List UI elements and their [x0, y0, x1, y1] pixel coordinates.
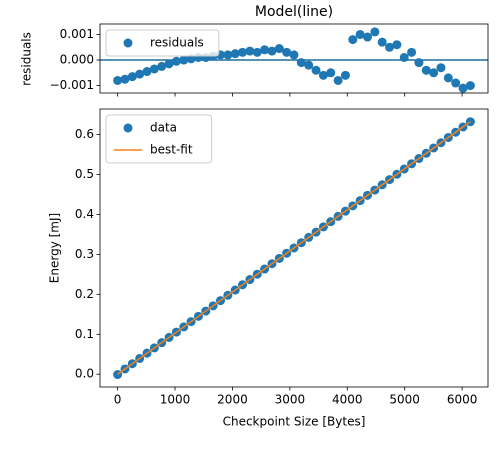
x-tick-label: 1000 — [160, 393, 191, 407]
point — [230, 49, 240, 59]
x-tick-label: 0 — [114, 393, 122, 407]
point — [164, 59, 174, 69]
y-tick-label: 0.1 — [75, 327, 94, 341]
point — [355, 29, 365, 39]
point — [311, 65, 321, 75]
x-tick-label: 4000 — [332, 393, 363, 407]
y-tick-label: 0.6 — [75, 127, 94, 141]
axes-frame — [99, 108, 489, 388]
legend-swatch — [123, 38, 133, 48]
legend-label: best-fit — [150, 143, 193, 157]
y-axis-label: residuals — [20, 32, 34, 86]
point — [260, 45, 270, 55]
point — [186, 54, 196, 64]
point — [362, 32, 372, 42]
x-axis-label: Checkpoint Size [Bytes] — [223, 415, 366, 429]
point — [120, 74, 130, 84]
y-tick-label: −0.001 — [50, 78, 94, 92]
point — [414, 58, 424, 68]
point — [458, 83, 468, 93]
point — [429, 68, 439, 78]
point — [421, 65, 431, 75]
point — [407, 47, 417, 57]
point — [296, 58, 306, 68]
point — [392, 40, 402, 50]
y-tick-label: 0.001 — [60, 27, 94, 41]
plot-area — [113, 117, 475, 380]
point — [436, 63, 446, 73]
point — [348, 35, 358, 45]
point — [245, 46, 255, 56]
legend-label: data — [150, 121, 177, 135]
y-axis-label: Energy [mJ] — [48, 213, 62, 283]
x-tick-label: 2000 — [217, 393, 248, 407]
y-tick-label: 0.5 — [75, 167, 94, 181]
point — [340, 70, 350, 80]
point — [370, 27, 380, 37]
point — [451, 78, 461, 88]
point — [113, 75, 123, 85]
chart-title: Model(line) — [255, 4, 333, 20]
point — [274, 44, 284, 54]
legend-box — [105, 114, 213, 164]
point — [135, 69, 145, 79]
point — [385, 42, 395, 52]
y-tick-label: 0.3 — [75, 247, 94, 261]
point — [304, 60, 314, 70]
point — [142, 67, 152, 77]
point — [326, 68, 336, 78]
x-tick-label: 6000 — [447, 393, 478, 407]
axes-frame — [99, 23, 489, 94]
point — [238, 47, 248, 57]
plot-area — [100, 27, 488, 93]
y-tick-label: 0.4 — [75, 207, 94, 221]
point — [252, 47, 262, 57]
point — [127, 72, 137, 82]
point — [171, 56, 181, 66]
point — [179, 55, 189, 65]
best-fit-line — [117, 121, 471, 375]
point — [377, 37, 387, 47]
point — [149, 64, 159, 74]
point — [282, 47, 292, 57]
legend-box — [105, 29, 220, 57]
point — [318, 70, 328, 80]
point — [333, 75, 343, 85]
point — [289, 50, 299, 60]
legend-label: residuals — [150, 36, 204, 50]
point — [157, 61, 167, 71]
point — [399, 52, 409, 62]
point — [465, 81, 475, 91]
x-tick-label: 5000 — [389, 393, 420, 407]
x-tick-label: 3000 — [275, 393, 306, 407]
y-tick-label: 0.2 — [75, 287, 94, 301]
point — [443, 73, 453, 83]
y-tick-label: 0.000 — [60, 53, 94, 67]
y-tick-label: 0.0 — [75, 367, 94, 381]
legend-swatch — [123, 123, 133, 133]
point — [223, 50, 233, 60]
point — [267, 46, 277, 56]
